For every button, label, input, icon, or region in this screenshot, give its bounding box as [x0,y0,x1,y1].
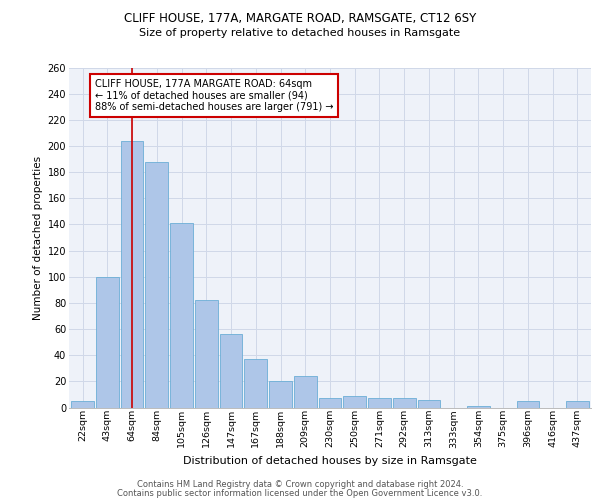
Bar [393,398,416,407]
Bar [71,401,94,407]
Bar [319,398,341,407]
Bar [244,359,267,408]
Bar [170,223,193,408]
Bar [517,401,539,407]
Bar [467,406,490,407]
Text: CLIFF HOUSE, 177A MARGATE ROAD: 64sqm
← 11% of detached houses are smaller (94)
: CLIFF HOUSE, 177A MARGATE ROAD: 64sqm ← … [95,80,334,112]
Bar [368,398,391,407]
Bar [269,382,292,407]
Bar [96,276,119,407]
Bar [566,401,589,407]
Text: Size of property relative to detached houses in Ramsgate: Size of property relative to detached ho… [139,28,461,38]
Bar [220,334,242,407]
Text: Contains HM Land Registry data © Crown copyright and database right 2024.: Contains HM Land Registry data © Crown c… [137,480,463,489]
Bar [145,162,168,408]
Text: Contains public sector information licensed under the Open Government Licence v3: Contains public sector information licen… [118,490,482,498]
Bar [195,300,218,408]
Y-axis label: Number of detached properties: Number of detached properties [34,156,43,320]
Bar [418,400,440,407]
Bar [294,376,317,408]
Bar [343,396,366,407]
Text: CLIFF HOUSE, 177A, MARGATE ROAD, RAMSGATE, CT12 6SY: CLIFF HOUSE, 177A, MARGATE ROAD, RAMSGAT… [124,12,476,25]
Bar [121,140,143,407]
X-axis label: Distribution of detached houses by size in Ramsgate: Distribution of detached houses by size … [183,456,477,466]
